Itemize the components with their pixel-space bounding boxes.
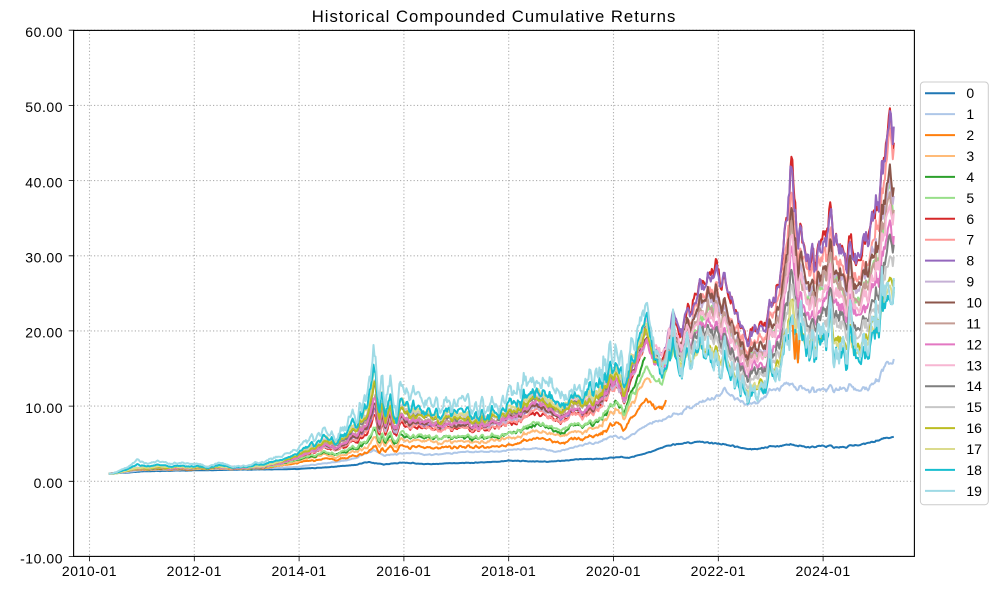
svg-text:19: 19	[966, 483, 982, 499]
svg-text:2018-01: 2018-01	[481, 563, 536, 579]
svg-text:1: 1	[966, 106, 974, 122]
svg-text:5: 5	[966, 190, 974, 206]
svg-text:12: 12	[966, 336, 982, 352]
svg-text:14: 14	[966, 378, 982, 394]
svg-text:7: 7	[966, 232, 974, 248]
svg-text:Historical Compounded Cumulati: Historical Compounded Cumulative Returns	[312, 7, 677, 26]
svg-text:16: 16	[966, 420, 982, 436]
svg-text:10.00: 10.00	[25, 400, 63, 416]
svg-text:30.00: 30.00	[25, 250, 63, 266]
svg-text:2022-01: 2022-01	[691, 563, 746, 579]
svg-text:0.00: 0.00	[34, 475, 63, 491]
svg-text:11: 11	[966, 315, 981, 331]
svg-text:15: 15	[966, 399, 982, 415]
svg-text:2024-01: 2024-01	[795, 563, 850, 579]
svg-text:-10.00: -10.00	[20, 550, 63, 566]
svg-text:17: 17	[966, 441, 982, 457]
svg-text:18: 18	[966, 462, 982, 478]
svg-text:2020-01: 2020-01	[586, 563, 641, 579]
svg-text:2: 2	[966, 127, 974, 143]
svg-text:20.00: 20.00	[25, 325, 63, 341]
svg-text:6: 6	[966, 211, 974, 227]
svg-text:9: 9	[966, 274, 974, 290]
svg-text:2012-01: 2012-01	[167, 563, 222, 579]
svg-text:10: 10	[966, 295, 982, 311]
svg-text:60.00: 60.00	[25, 24, 63, 40]
svg-text:40.00: 40.00	[25, 174, 63, 190]
svg-text:13: 13	[966, 357, 982, 373]
svg-text:4: 4	[966, 169, 974, 185]
svg-text:0: 0	[966, 85, 974, 101]
svg-text:8: 8	[966, 253, 974, 269]
svg-text:2016-01: 2016-01	[376, 563, 431, 579]
svg-text:3: 3	[966, 148, 974, 164]
svg-text:2010-01: 2010-01	[62, 563, 117, 579]
svg-text:50.00: 50.00	[25, 99, 63, 115]
svg-text:2014-01: 2014-01	[271, 563, 326, 579]
